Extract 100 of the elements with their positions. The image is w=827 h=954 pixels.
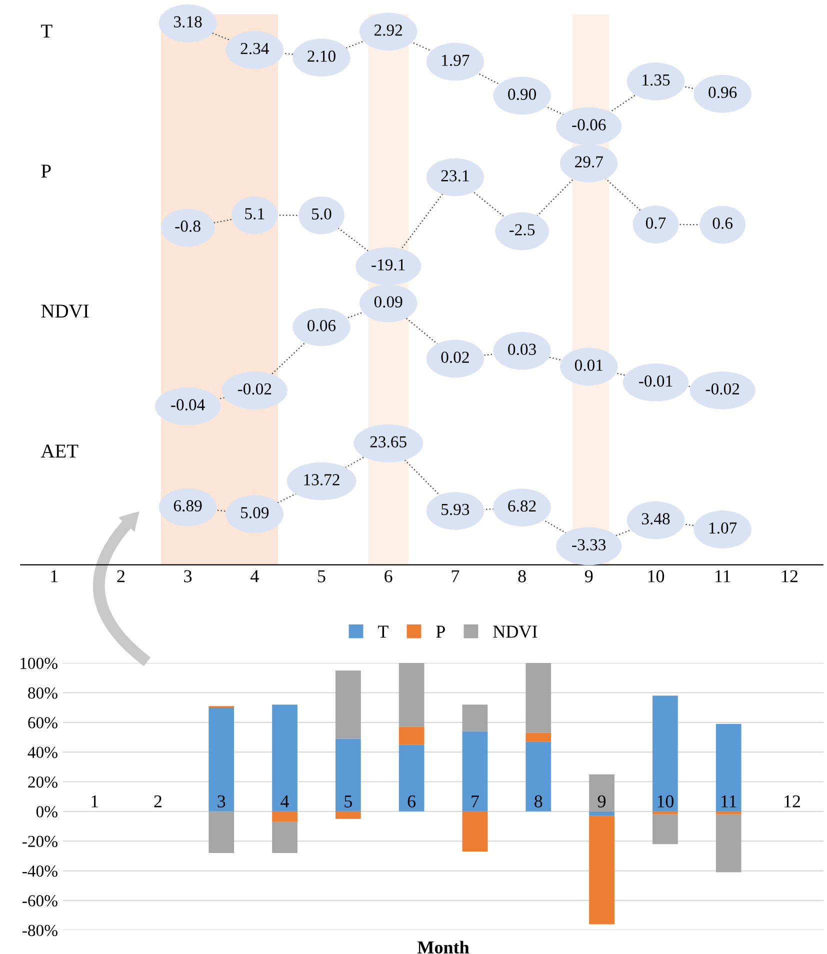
y-tick-label: 80% (28, 687, 58, 699)
data-label: 5.1 (245, 208, 264, 220)
data-label: 5.09 (241, 507, 269, 518)
bar (272, 811, 298, 822)
bar (716, 724, 742, 812)
data-label: 1.97 (442, 54, 470, 66)
data-label: 6.89 (174, 500, 202, 512)
data-label: -0.02 (238, 383, 272, 395)
data-label: 5.0 (312, 208, 332, 220)
data-label: 0.7 (646, 217, 666, 229)
data-label: -0.02 (706, 383, 740, 395)
x-tick-label: 2 (117, 570, 124, 582)
data-label: -0.01 (639, 375, 672, 387)
bar (272, 822, 298, 853)
y-tick-label: 100% (20, 658, 58, 670)
bar (652, 814, 678, 844)
x-tick-label: 9 (584, 570, 593, 582)
x-tick-label: 6 (384, 570, 392, 582)
x-tick-label: 3 (184, 570, 192, 582)
bar (526, 732, 552, 742)
bar (652, 696, 678, 812)
bar (398, 663, 424, 727)
bar (462, 731, 488, 812)
x-tick-label: 2 (154, 795, 162, 808)
bar (589, 774, 614, 812)
x-tick-label: 7 (472, 795, 479, 808)
y-tick-label: -20% (22, 836, 58, 848)
data-label: -0.8 (175, 220, 200, 232)
y-axis-title: AET (40, 444, 78, 458)
data-label: 0.90 (508, 88, 536, 100)
bar (716, 814, 742, 872)
data-label: -19.1 (372, 259, 405, 270)
y-axis-title: NDVI (41, 304, 89, 318)
x-tick-label: 12 (784, 795, 800, 808)
data-label: -0.04 (171, 399, 205, 410)
y-tick-label: -60% (22, 895, 58, 906)
data-label: 3.18 (174, 16, 202, 28)
bar (208, 708, 234, 812)
data-label: 23.1 (441, 170, 469, 182)
data-label: -0.06 (572, 119, 606, 130)
data-label: 13.72 (304, 474, 340, 486)
y-tick-label: 40% (28, 746, 58, 758)
x-tick-label: 8 (534, 795, 542, 808)
x-tick-label: 11 (715, 570, 730, 582)
bar (398, 744, 424, 812)
x-tick-label: 7 (452, 570, 460, 582)
data-label: 5.93 (442, 504, 470, 516)
y-tick-label: 0% (36, 806, 58, 818)
bar (462, 811, 488, 852)
data-label: 0.96 (708, 86, 737, 98)
bar (526, 742, 552, 812)
x-tick-label: 8 (518, 570, 526, 582)
data-label: 6.82 (508, 500, 536, 512)
bar (272, 704, 298, 812)
y-tick-label: -40% (22, 865, 58, 877)
bar (208, 811, 234, 853)
x-tick-label: 3 (218, 795, 226, 808)
data-label: 0.6 (712, 218, 733, 229)
data-label: 0.09 (374, 296, 402, 308)
x-tick-label: 1 (51, 570, 58, 582)
data-label: -2.5 (509, 224, 535, 236)
x-tick-label: 6 (408, 795, 416, 808)
x-tick-label: 1 (92, 795, 98, 808)
y-tick-label: 20% (28, 776, 58, 788)
data-label: 3.48 (642, 513, 670, 524)
data-label: 29.7 (575, 156, 603, 168)
data-label: 2.92 (374, 24, 402, 36)
legend-label: T (378, 626, 388, 638)
legend-label: P (436, 626, 445, 638)
bar (335, 670, 361, 739)
bar (589, 816, 614, 924)
bar (462, 704, 488, 732)
data-label: 1.07 (709, 522, 737, 534)
y-tick-label: 60% (28, 717, 58, 728)
y-axis-title: P (41, 164, 51, 178)
bar (398, 726, 424, 745)
x-tick-label: 10 (658, 795, 674, 808)
data-label: 2.10 (308, 50, 336, 62)
x-tick-label: 4 (280, 795, 289, 808)
data-label: 0.03 (508, 344, 536, 356)
data-label: 23.65 (370, 436, 406, 448)
x-tick-label: 12 (782, 570, 798, 582)
bar (589, 811, 614, 816)
bar (335, 738, 361, 812)
bar (526, 663, 552, 733)
data-label: 0.01 (574, 360, 602, 371)
bar (652, 811, 678, 814)
x-tick-label: 10 (648, 570, 664, 582)
data-label: 1.35 (642, 74, 670, 86)
x-tick-label: 5 (318, 570, 326, 582)
x-axis-title: Month (418, 940, 470, 954)
data-label: 0.06 (308, 320, 336, 332)
data-label: 0.02 (441, 352, 469, 363)
data-label: -3.33 (572, 539, 606, 550)
x-tick-label: 9 (598, 795, 606, 808)
data-label: 2.34 (240, 42, 269, 54)
bar (716, 811, 742, 814)
x-tick-label: 5 (344, 795, 352, 808)
y-tick-label: -80% (22, 924, 58, 936)
x-tick-label: 11 (721, 795, 736, 808)
